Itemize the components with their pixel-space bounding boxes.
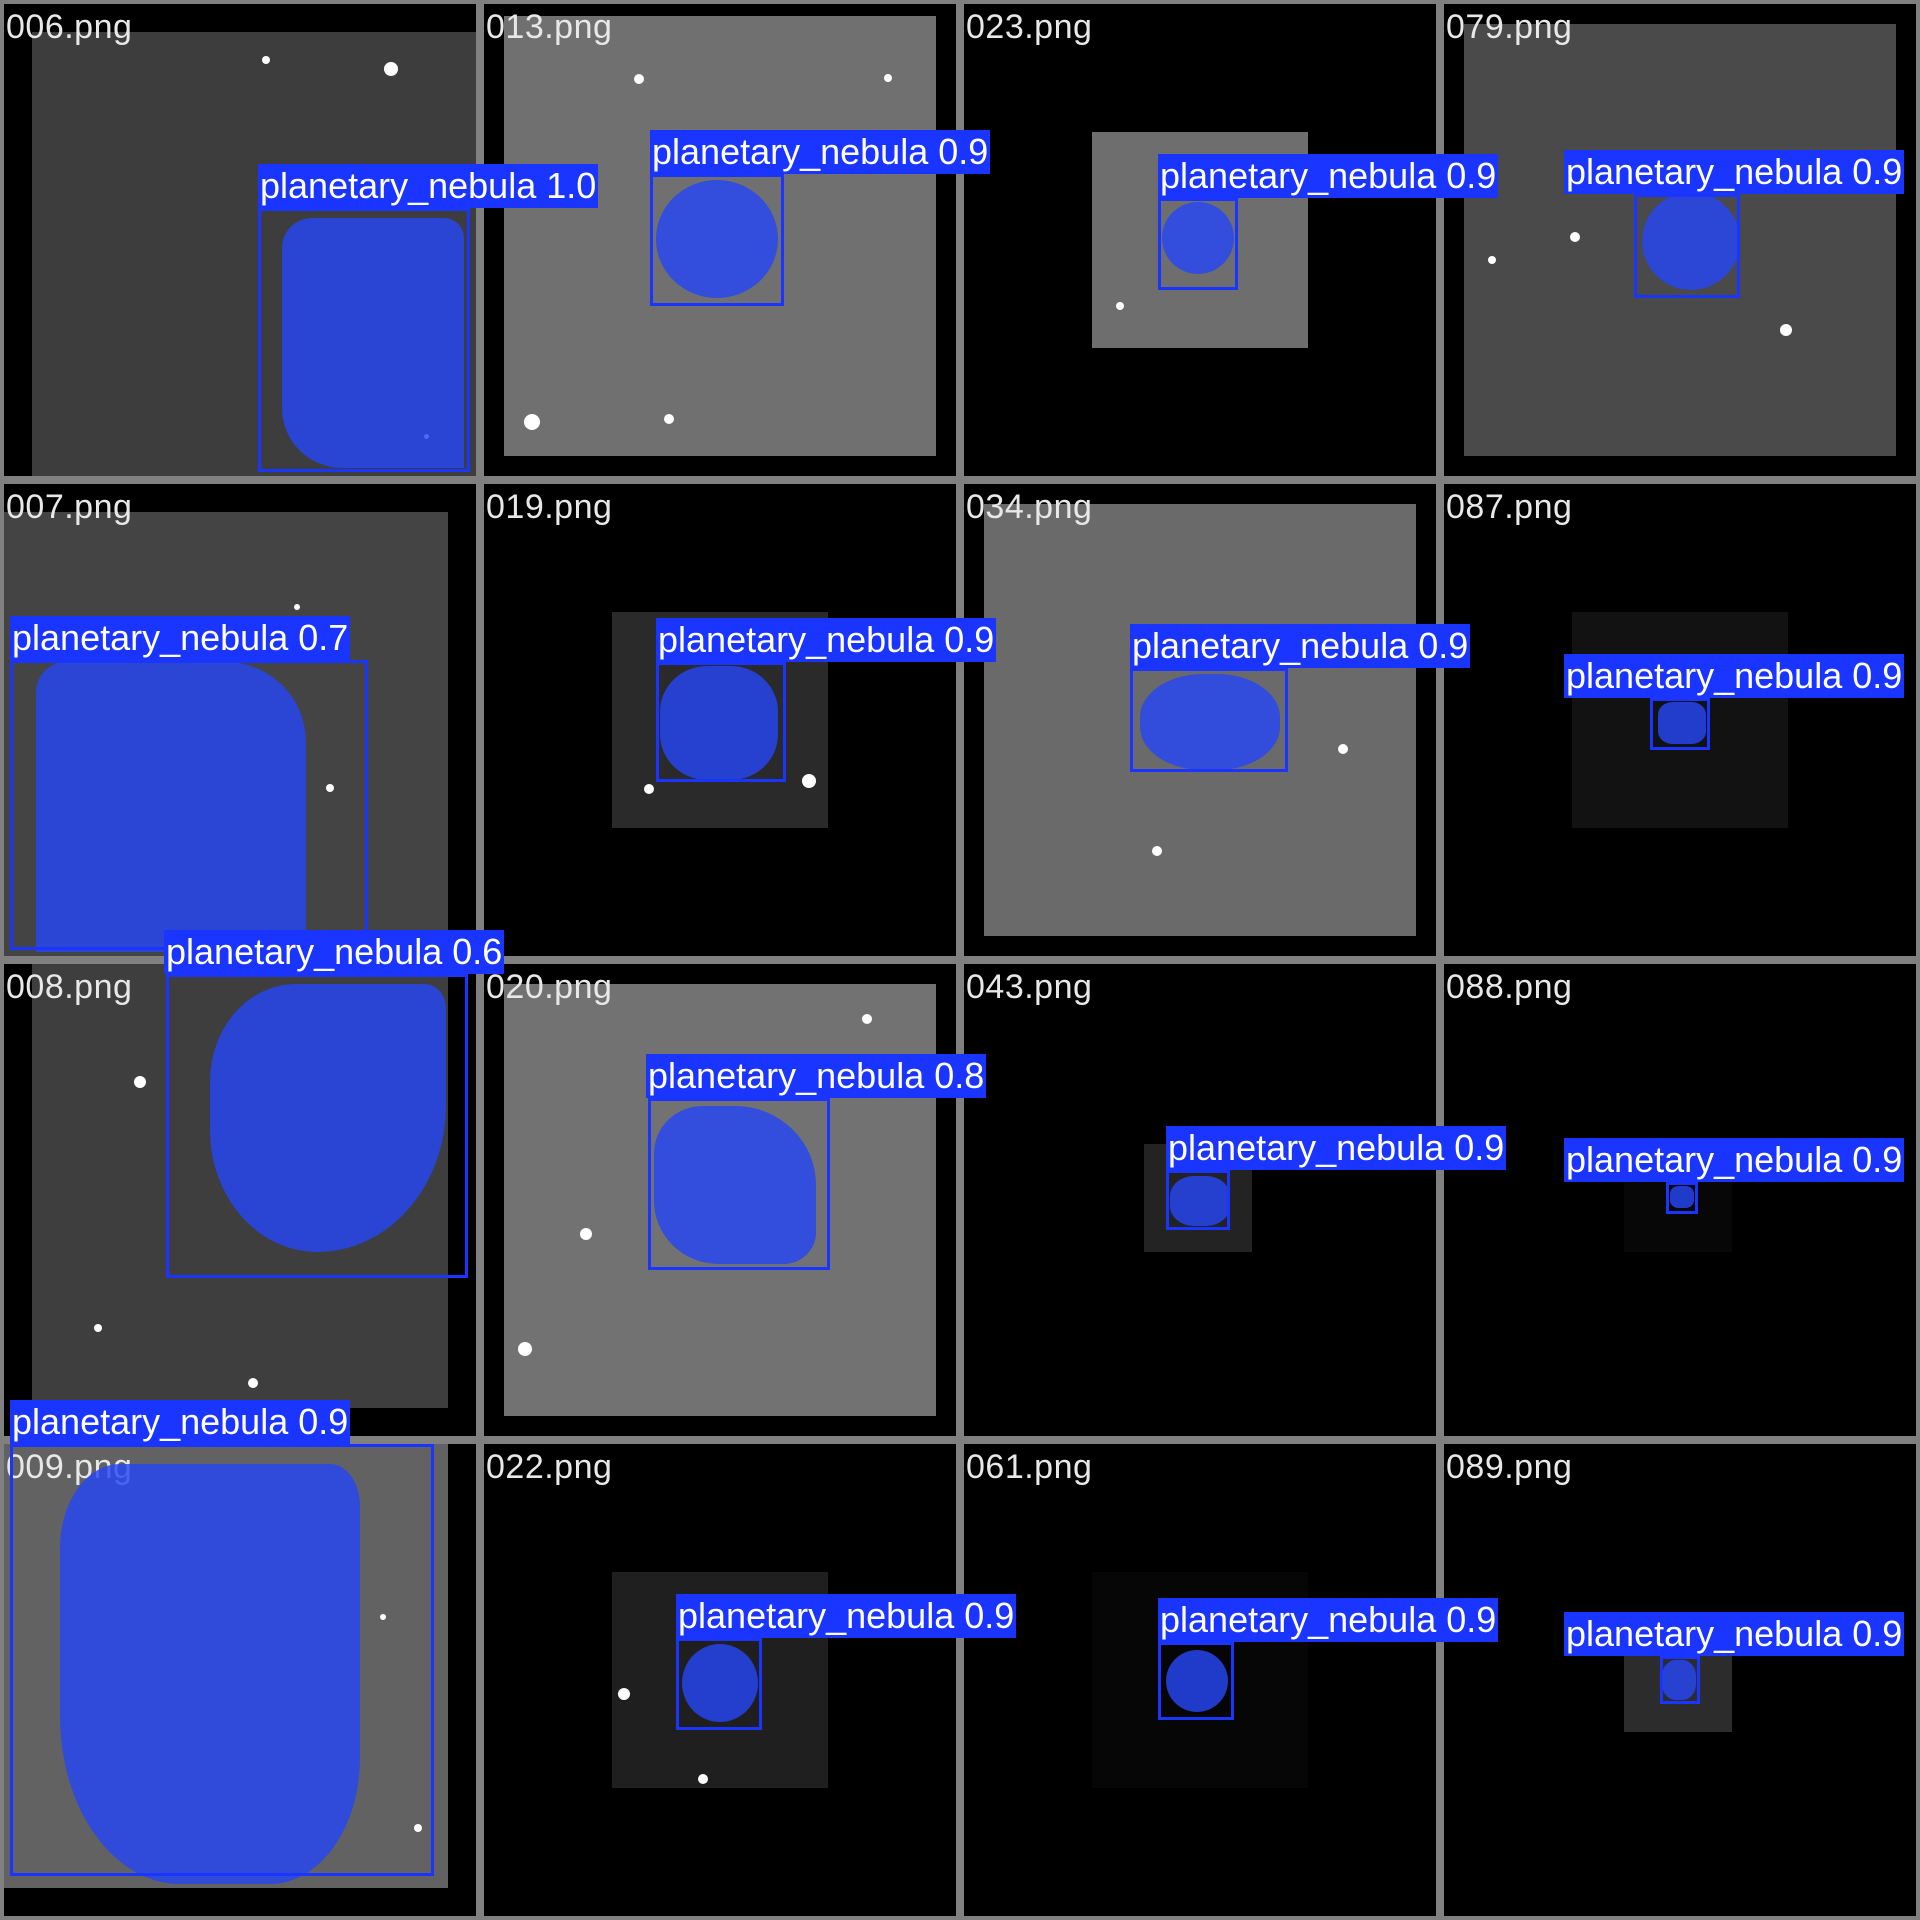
bounding-box[interactable] xyxy=(1158,198,1238,290)
detection-label: planetary_nebula 0.9 xyxy=(1564,654,1904,698)
bounding-box[interactable] xyxy=(676,1638,762,1730)
tile-089[interactable]: 089.png planetary_nebula 0.9 xyxy=(1444,1444,1916,1916)
detection-label: planetary_nebula 0.9 xyxy=(1564,150,1904,194)
tile-008[interactable]: 008.png planetary_nebula 0.6 xyxy=(4,964,476,1436)
star xyxy=(384,62,398,76)
bounding-box[interactable] xyxy=(1158,1642,1234,1720)
file-name: 020.png xyxy=(486,968,612,1007)
file-name: 008.png xyxy=(6,968,132,1007)
file-name: 061.png xyxy=(966,1448,1092,1487)
detection-label: planetary_nebula 0.6 xyxy=(164,930,504,974)
bounding-box[interactable] xyxy=(650,174,784,306)
detection-label: planetary_nebula 1.0 xyxy=(258,164,598,208)
bounding-box[interactable] xyxy=(10,660,368,950)
tile-019[interactable]: 019.png planetary_nebula 0.9 xyxy=(484,484,956,956)
bounding-box[interactable] xyxy=(648,1098,830,1270)
tile-022[interactable]: 022.png planetary_nebula 0.9 xyxy=(484,1444,956,1916)
detection-label: planetary_nebula 0.9 xyxy=(676,1594,1016,1638)
star xyxy=(802,774,816,788)
star xyxy=(1152,846,1162,856)
star xyxy=(1338,744,1348,754)
bounding-box[interactable] xyxy=(1634,194,1740,298)
file-name: 007.png xyxy=(6,488,132,527)
star xyxy=(518,1342,532,1356)
star xyxy=(1488,256,1496,264)
file-name: 079.png xyxy=(1446,8,1572,47)
file-name: 013.png xyxy=(486,8,612,47)
file-name: 043.png xyxy=(966,968,1092,1007)
tile-007[interactable]: 007.png planetary_nebula 0.7 xyxy=(4,484,476,956)
tile-079[interactable]: 079.png planetary_nebula 0.9 xyxy=(1444,4,1916,476)
bounding-box[interactable] xyxy=(10,1444,434,1876)
bounding-box[interactable] xyxy=(1166,1170,1230,1230)
star xyxy=(862,1014,872,1024)
file-name: 034.png xyxy=(966,488,1092,527)
detection-label: planetary_nebula 0.7 xyxy=(10,616,350,660)
detection-label: planetary_nebula 0.9 xyxy=(1564,1612,1904,1656)
star xyxy=(1780,324,1792,336)
tile-061[interactable]: 061.png planetary_nebula 0.9 xyxy=(964,1444,1436,1916)
detection-label: planetary_nebula 0.8 xyxy=(646,1054,986,1098)
bounding-box[interactable] xyxy=(1130,668,1288,772)
star xyxy=(884,74,892,82)
detection-label: planetary_nebula 0.9 xyxy=(1130,624,1470,668)
star xyxy=(294,604,300,610)
file-name: 023.png xyxy=(966,8,1092,47)
star xyxy=(580,1228,592,1240)
star xyxy=(1116,302,1124,310)
star xyxy=(262,56,270,64)
tile-034[interactable]: 034.png planetary_nebula 0.9 xyxy=(964,484,1436,956)
tile-020[interactable]: 020.png planetary_nebula 0.8 xyxy=(484,964,956,1436)
tile-009[interactable]: 009.png planetary_nebula 0.9 xyxy=(4,1444,476,1916)
file-name: 019.png xyxy=(486,488,612,527)
star xyxy=(134,1076,146,1088)
bounding-box[interactable] xyxy=(258,208,470,472)
detection-label: planetary_nebula 0.9 xyxy=(1166,1126,1506,1170)
detection-label: planetary_nebula 0.9 xyxy=(1158,1598,1498,1642)
detection-label: planetary_nebula 0.9 xyxy=(10,1400,350,1444)
bounding-box[interactable] xyxy=(1660,1656,1700,1704)
star xyxy=(698,1774,708,1784)
detection-label: planetary_nebula 0.9 xyxy=(1158,154,1498,198)
detection-label: planetary_nebula 0.9 xyxy=(1564,1138,1904,1182)
detection-label: planetary_nebula 0.9 xyxy=(650,130,990,174)
file-name: 006.png xyxy=(6,8,132,47)
tile-043[interactable]: 043.png planetary_nebula 0.9 xyxy=(964,964,1436,1436)
star xyxy=(94,1324,102,1332)
star xyxy=(524,414,540,430)
tile-088[interactable]: 088.png planetary_nebula 0.9 xyxy=(1444,964,1916,1436)
star xyxy=(664,414,674,424)
star xyxy=(634,74,644,84)
bounding-box[interactable] xyxy=(1650,698,1710,750)
star xyxy=(618,1688,630,1700)
tile-006[interactable]: 006.png planetary_nebula 1.0 xyxy=(4,4,476,476)
file-name: 022.png xyxy=(486,1448,612,1487)
bounding-box[interactable] xyxy=(656,662,786,782)
star xyxy=(644,784,654,794)
bounding-box[interactable] xyxy=(1666,1182,1698,1214)
file-name: 089.png xyxy=(1446,1448,1572,1487)
star xyxy=(248,1378,258,1388)
tile-023[interactable]: 023.png planetary_nebula 0.9 xyxy=(964,4,1436,476)
tile-087[interactable]: 087.png planetary_nebula 0.9 xyxy=(1444,484,1916,956)
tile-013[interactable]: 013.png planetary_nebula 0.9 xyxy=(484,4,956,476)
star xyxy=(1570,232,1580,242)
bounding-box[interactable] xyxy=(166,974,468,1278)
detection-label: planetary_nebula 0.9 xyxy=(656,618,996,662)
file-name: 087.png xyxy=(1446,488,1572,527)
file-name: 088.png xyxy=(1446,968,1572,1007)
